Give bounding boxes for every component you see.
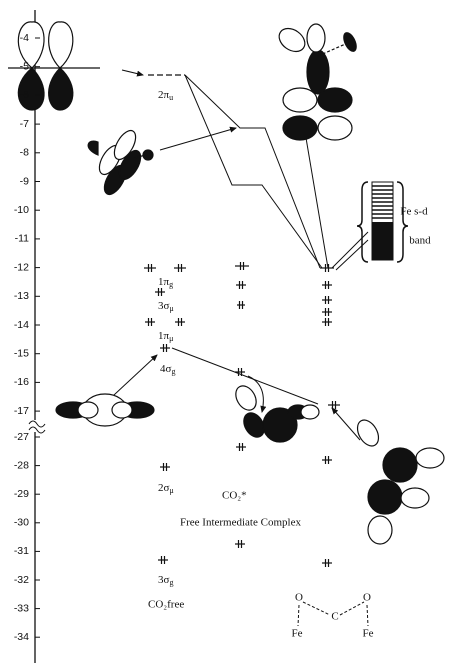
level-label: 3σμ: [158, 300, 174, 313]
tick-label: -31: [14, 545, 29, 557]
level-label-sub: g: [169, 280, 173, 289]
column-label: CO₂free: [148, 599, 184, 611]
column-label: Free Intermediate Complex: [180, 517, 301, 529]
atom-label: C: [331, 611, 338, 623]
level-label-main: 2π: [158, 89, 170, 101]
tick-label: -7: [20, 118, 29, 130]
level-label-sub: μ: [169, 334, 173, 343]
tick-label: -5: [20, 60, 29, 72]
level-label: 2σμ: [158, 482, 174, 495]
tick-label: -13: [14, 290, 29, 302]
level-label-sub: μ: [169, 304, 173, 313]
level-label-main: 4σ: [160, 363, 172, 375]
tick-label: -29: [14, 488, 29, 500]
level-label-sub: μ: [169, 486, 173, 495]
tick-label: -11: [15, 233, 30, 245]
tick-label: -4: [20, 32, 29, 44]
tick-label: -32: [14, 574, 29, 586]
level-label-main: 2σ: [158, 482, 170, 494]
tick-label: -30: [14, 517, 29, 529]
level-label: 4σg: [160, 363, 175, 376]
atom-label: O: [295, 592, 303, 604]
tick-label: -28: [14, 459, 29, 471]
level-label-main: 1π: [158, 330, 170, 342]
level-label: 3σg: [158, 574, 173, 587]
level-label-sub: g: [171, 367, 175, 376]
level-label-sub: u: [169, 93, 173, 102]
tick-label: -14: [14, 319, 29, 331]
level-label-main: 3σ: [158, 300, 170, 312]
tick-label: -33: [14, 602, 29, 614]
tick-label: -8: [20, 147, 29, 159]
fe-band: [357, 182, 408, 262]
tick-label: -16: [14, 376, 29, 388]
tick-label: -10: [14, 204, 29, 216]
band-label: Fe s-d: [400, 206, 428, 218]
atom-label: Fe: [363, 628, 374, 640]
atom-label: O: [363, 592, 371, 604]
tick-label: -12: [14, 261, 29, 273]
axis-ticks: -4 -5 -6 -7 -8 -9 -10 -11 -12 -13 -14 -15 -16 -17 -27 -…: [14, 32, 40, 643]
orbital-sketches: [8, 22, 444, 544]
level-label-main: 1π: [158, 276, 170, 288]
level-label: 2πu: [158, 89, 173, 102]
tick-label: -15: [14, 347, 29, 359]
column-label: CO₂*: [222, 490, 247, 502]
band-label: band: [409, 235, 431, 247]
tick-label: -6: [20, 89, 29, 101]
level-label: 1πμ: [158, 330, 173, 343]
tick-label: -27: [14, 431, 29, 443]
level-label-sub: g: [169, 578, 173, 587]
level-label-main: 3σ: [158, 574, 170, 586]
mo-diagram: 2πu1πg3σμ1πμ4σg2σμ3σg -4-5-6-7-8-9-10-11…: [0, 0, 452, 663]
atom-label: Fe: [292, 628, 303, 640]
tick-label: -17: [14, 405, 29, 417]
tick-label: -9: [20, 175, 29, 187]
level-label: 1πg: [158, 276, 173, 289]
tick-label: -34: [14, 631, 29, 643]
